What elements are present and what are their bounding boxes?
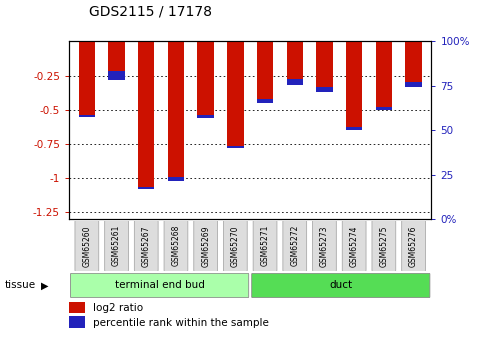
Bar [69, 302, 85, 313]
Bar [138, 41, 154, 189]
Text: ▶: ▶ [41, 280, 48, 290]
Text: percentile rank within the sample: percentile rank within the sample [93, 318, 269, 328]
Text: terminal end bud: terminal end bud [115, 280, 205, 290]
Bar [138, 187, 154, 189]
Bar [405, 81, 422, 87]
Bar [317, 87, 333, 92]
Text: log2 ratio: log2 ratio [93, 303, 142, 313]
FancyBboxPatch shape [70, 273, 248, 298]
Bar [168, 41, 184, 181]
Text: GSM65276: GSM65276 [409, 225, 418, 267]
Text: duct: duct [329, 280, 352, 290]
FancyBboxPatch shape [135, 220, 158, 272]
Bar [317, 41, 333, 92]
Text: GSM65269: GSM65269 [201, 225, 210, 267]
Bar [376, 107, 392, 110]
FancyBboxPatch shape [372, 220, 396, 272]
Text: GSM65260: GSM65260 [82, 225, 91, 267]
Bar [227, 41, 244, 148]
FancyBboxPatch shape [223, 220, 247, 272]
Bar [69, 316, 85, 328]
Bar [376, 41, 392, 110]
FancyBboxPatch shape [253, 220, 277, 272]
Text: GSM65271: GSM65271 [260, 225, 270, 266]
Text: GSM65270: GSM65270 [231, 225, 240, 267]
FancyBboxPatch shape [252, 273, 430, 298]
FancyBboxPatch shape [164, 220, 188, 272]
Text: GSM65275: GSM65275 [379, 225, 388, 267]
FancyBboxPatch shape [75, 220, 99, 272]
Bar [198, 41, 214, 118]
Text: GSM65274: GSM65274 [350, 225, 358, 267]
Text: GSM65267: GSM65267 [142, 225, 151, 267]
Text: GSM65272: GSM65272 [290, 225, 299, 266]
Bar [257, 41, 273, 103]
Bar [108, 71, 125, 80]
Bar [168, 177, 184, 181]
Bar [286, 79, 303, 85]
Text: GSM65261: GSM65261 [112, 225, 121, 266]
FancyBboxPatch shape [283, 220, 307, 272]
Bar [79, 115, 95, 117]
Text: GSM65268: GSM65268 [172, 225, 180, 266]
Bar [346, 41, 362, 130]
Bar [79, 41, 95, 117]
FancyBboxPatch shape [402, 220, 425, 272]
FancyBboxPatch shape [105, 220, 128, 272]
FancyBboxPatch shape [313, 220, 336, 272]
Bar [405, 41, 422, 87]
Text: GDS2115 / 17178: GDS2115 / 17178 [89, 5, 211, 19]
Bar [346, 127, 362, 130]
Bar [227, 146, 244, 148]
Bar [198, 116, 214, 118]
Bar [108, 41, 125, 80]
Bar [257, 99, 273, 103]
FancyBboxPatch shape [342, 220, 366, 272]
FancyBboxPatch shape [194, 220, 217, 272]
Text: GSM65273: GSM65273 [320, 225, 329, 267]
Text: tissue: tissue [5, 280, 36, 290]
Bar [286, 41, 303, 85]
